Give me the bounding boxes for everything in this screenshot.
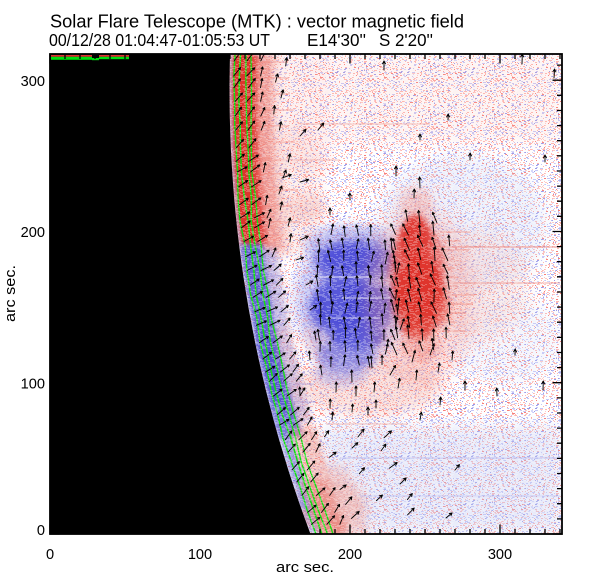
svg-text:200: 200 xyxy=(21,225,45,241)
svg-text:00/12/28 01:04:47-01:05:53 UT: 00/12/28 01:04:47-01:05:53 UT xyxy=(49,30,270,50)
svg-text:Solar Flare Telescope (MTK) :: Solar Flare Telescope (MTK) : vector mag… xyxy=(50,12,464,32)
svg-text:0: 0 xyxy=(37,523,45,539)
svg-text:arc sec.: arc sec. xyxy=(3,265,19,322)
svg-text:200: 200 xyxy=(338,547,362,563)
svg-text:100: 100 xyxy=(188,547,212,563)
svg-text:E14'30'': E14'30'' xyxy=(307,30,366,50)
svg-text:0: 0 xyxy=(46,547,54,563)
svg-text:300: 300 xyxy=(488,547,512,563)
svg-text:arc sec.: arc sec. xyxy=(276,560,334,576)
svg-text:S 2'20'': S 2'20'' xyxy=(379,30,433,50)
svg-text:100: 100 xyxy=(21,377,45,393)
svg-text:300: 300 xyxy=(21,74,45,90)
